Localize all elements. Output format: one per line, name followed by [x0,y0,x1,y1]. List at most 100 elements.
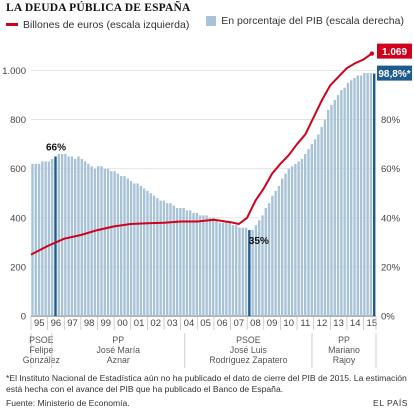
bar [123,176,126,316]
bar [235,225,238,316]
bar [340,90,343,316]
bar [110,171,113,316]
bar [244,227,248,316]
bar [192,212,195,316]
period-leader: Rajoy [333,355,356,365]
bar [159,200,162,316]
bar [277,185,281,316]
legend-bar-label: En porcentaje del PIB (escala derecha) [221,15,404,27]
x-tick-label: 02 [150,318,161,329]
bar [307,149,310,316]
bar [225,222,228,316]
right-tick-label: 60% [381,164,401,175]
x-tick-label: 10 [283,318,294,329]
bar [254,225,258,316]
left-tick-label: 800 [10,115,26,126]
bar [34,163,37,316]
bar-series [31,73,376,317]
bar [47,161,51,316]
bar [133,183,136,316]
period-leader: Aznar [107,355,130,365]
x-tick-label: 99 [101,318,112,329]
bar [80,158,83,316]
x-tick-label: 95 [34,318,45,329]
bar [120,176,123,316]
bar [83,161,87,316]
bar [333,100,336,316]
bar [353,77,356,316]
x-tick-label: 00 [117,318,128,329]
bar [274,190,277,316]
bar [343,87,346,317]
bar [228,222,231,316]
bar [350,80,353,316]
bar [300,158,304,316]
footnote: *El Instituto Nacional de Estadística aú… [6,373,407,394]
bar [182,208,185,316]
bar [185,210,189,316]
bar [139,185,143,316]
bar [218,222,221,316]
bar [363,73,366,316]
bar-end-label: 98,8%* [378,69,410,80]
bar [149,193,152,316]
x-tick-label: 01 [134,318,145,329]
x-axis: 95 96 97 98 99 00 01 02 03 04 05 06 07 08 09 10 11 12 13 14… [30,316,378,330]
period-leader: José Luis [230,345,268,355]
left-tick-label: 0 [21,312,26,323]
bar [152,195,156,316]
bar [215,220,218,316]
bar [198,215,202,316]
bar [369,73,373,316]
left-tick-label: 200 [10,262,26,273]
bar [327,109,330,317]
bar [313,139,317,316]
x-tick-label: 97 [67,318,78,329]
line-end-badge [377,43,412,59]
right-tick-label: 80% [381,115,401,126]
highlighted-bar [248,230,251,316]
bar [87,163,90,316]
period-party: PSOE [236,335,261,345]
bar [126,178,129,316]
bar [100,166,103,316]
bar [231,225,235,316]
right-axis: 0% 20% 40% 60% 80% [381,115,401,322]
legend-item-bars: En porcentaje del PIB (escala derecha) [206,15,404,27]
bar [166,203,169,316]
highlighted-bar [54,156,57,316]
highlighted-bar [373,73,376,316]
bar [93,168,97,316]
bar [116,173,120,316]
bar [287,168,290,316]
line-series [30,51,375,256]
bar [67,156,70,316]
brand-logo: EL PAÍS [372,398,408,408]
bar [189,210,192,316]
bar [37,163,41,316]
x-tick-label: 15 [367,318,378,329]
debt-line [30,52,373,256]
period-party: PSOE [29,335,54,345]
bar [51,158,54,316]
period-party: PP [112,335,124,345]
bar [323,119,327,317]
bar [320,127,323,316]
bar [330,104,333,316]
bar-end-badge [377,65,412,81]
bar [179,208,182,316]
bar [346,82,350,317]
bar [60,154,64,316]
legend: Billones de euros (escala izquierda) En … [6,15,414,31]
bar [212,217,215,316]
bar [267,203,271,316]
left-tick-label: 400 [10,213,26,224]
bar [208,217,212,316]
right-tick-label: 0% [381,312,395,323]
bar [143,188,146,316]
bar [294,163,297,316]
x-tick-label: 98 [84,318,95,329]
bar [261,215,264,316]
